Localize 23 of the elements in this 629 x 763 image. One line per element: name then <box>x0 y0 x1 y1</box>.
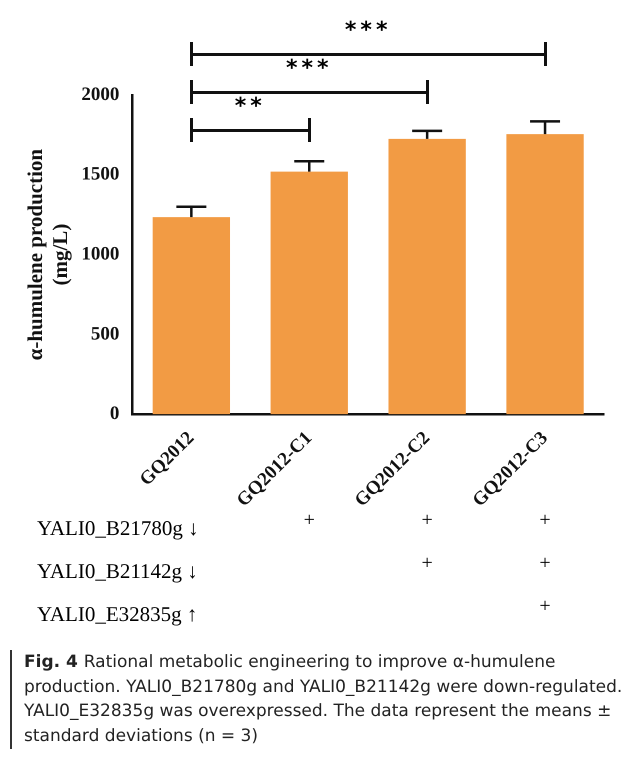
text: + <box>422 552 433 574</box>
y-tick-label: 2000 <box>81 84 120 105</box>
text: + <box>539 509 551 531</box>
text: + <box>304 509 315 531</box>
bar <box>270 172 348 414</box>
y-tick-label: 500 <box>90 323 120 344</box>
y-axis-title: α-humulene production (mg/L) <box>23 148 72 360</box>
text: *** <box>286 56 333 81</box>
bar <box>506 134 584 414</box>
text: + <box>539 552 551 574</box>
text: + <box>539 595 551 617</box>
text: + <box>422 509 433 531</box>
y-tick-label: 1000 <box>81 244 120 265</box>
bar <box>152 217 230 414</box>
annotation: ** <box>234 94 266 119</box>
text: YALI0_B21142g ↓ <box>37 559 198 583</box>
caption: Fig. 4 Rational metabolic engineering to improve α-humulene production. YALI0_B21780g and YALI0_B21142g were down-regulated. YALI0_E32835g was overexpressed. The data represent the means ± standard deviations (n = 3) <box>10 650 624 749</box>
text: YALI0_B21780g ↓ <box>37 516 199 540</box>
y-tick-label: 1500 <box>81 164 120 185</box>
y-tick-label: 0 <box>110 403 120 424</box>
bar <box>388 138 466 414</box>
text: *** <box>344 18 392 43</box>
text: YALI0_E32835g ↑ <box>37 602 198 626</box>
